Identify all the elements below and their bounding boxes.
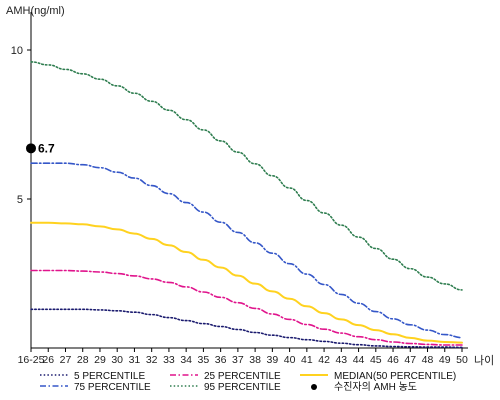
series-layer	[30, 61, 463, 349]
x-axis-label: 나이	[474, 354, 494, 367]
x-tick-label: 31	[129, 354, 141, 366]
x-tick-label: 32	[146, 354, 158, 366]
series-line-75-percentile	[30, 162, 463, 339]
x-tick-label: 41	[301, 354, 313, 366]
x-tick-label: 27	[60, 354, 72, 366]
legend-label-75-percentile: 75 PERCENTILE	[74, 382, 151, 393]
x-tick-label: 42	[318, 354, 330, 366]
x-tick-label: 50	[456, 354, 468, 366]
x-tick-label: 48	[422, 354, 434, 366]
x-tick-label: 16-25	[18, 354, 45, 366]
series-line-5-percentile	[30, 308, 463, 349]
patient-amh-marker	[26, 143, 36, 154]
legend-label-95-percentile: 95 PERCENTILE	[204, 382, 281, 393]
x-tick-label: 26	[42, 354, 54, 366]
series-line-95-percentile	[30, 61, 463, 291]
y-axis-label: AMH(ng/ml)	[6, 5, 65, 17]
x-tick-label: 30	[111, 354, 123, 366]
legend-label-25-percentile: 25 PERCENTILE	[204, 371, 281, 382]
series-line-25-percentile	[30, 269, 463, 346]
x-tick-label: 35	[198, 354, 210, 366]
x-tick-label: 38	[249, 354, 261, 366]
x-tick-label: 46	[387, 354, 399, 366]
legend-label-patient-marker: 수진자의 AMH 농도	[334, 381, 417, 393]
legend-swatch-patient-marker	[311, 384, 317, 390]
y-tick-label: 5	[17, 194, 23, 206]
x-tick-label: 45	[370, 354, 382, 366]
x-tick-label: 44	[353, 354, 365, 366]
x-tick-label: 36	[215, 354, 227, 366]
legend-label-5-percentile: 5 PERCENTILE	[74, 371, 145, 382]
x-tick-label: 39	[267, 354, 279, 366]
marker-layer: 6.7	[26, 141, 55, 155]
legend-label-median-50-percentile: MEDIAN(50 PERCENTILE)	[334, 371, 456, 382]
x-tick-label: 37	[232, 354, 244, 366]
patient-amh-value-label: 6.7	[38, 141, 55, 155]
x-tick-label: 29	[94, 354, 106, 366]
series-line-median-50-percentile	[30, 221, 463, 344]
x-tick-label: 40	[284, 354, 296, 366]
x-tick-label: 28	[77, 354, 89, 366]
y-tick-label: 10	[11, 45, 23, 57]
x-tick-label: 47	[404, 354, 416, 366]
x-tick-label: 33	[163, 354, 175, 366]
x-tick-label: 34	[180, 354, 192, 366]
x-tick-label: 43	[335, 354, 347, 366]
x-tick-label: 49	[439, 354, 451, 366]
legend: 5 PERCENTILE 25 PERCENTILE MEDIAN(50 PERCE…	[40, 371, 456, 393]
